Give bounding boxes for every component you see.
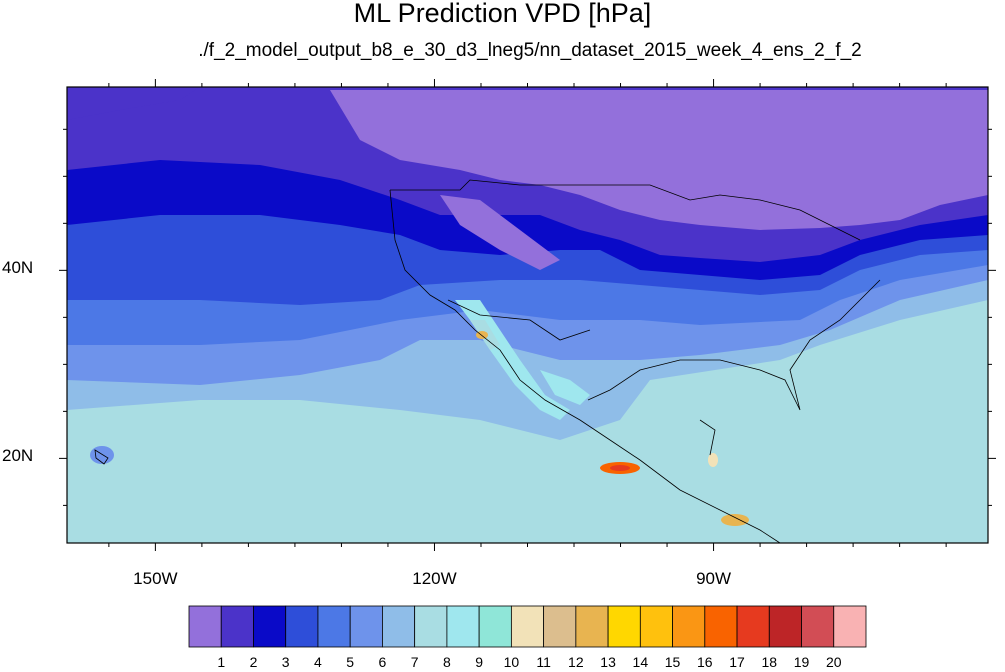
mexico-border — [447, 299, 591, 341]
vpd-field — [67, 87, 988, 543]
colorbar-label-4: 4 — [314, 654, 322, 670]
colorbar-swatch-6 — [382, 605, 416, 648]
colorbar-swatch-10 — [510, 605, 545, 648]
colorbar-swatch-14 — [639, 605, 673, 648]
lon-label-90w: 90W — [696, 569, 732, 588]
colorbar-label-15: 15 — [664, 654, 681, 670]
colorbar-swatch-20 — [833, 605, 867, 648]
vpd-patch-sierra — [540, 370, 590, 405]
lon-label-120w: 120W — [412, 569, 457, 588]
colorbar-swatch-15 — [672, 605, 706, 648]
colorbar-swatch-13 — [607, 605, 641, 648]
colorbar-swatch-7 — [414, 605, 448, 648]
lon-label-150w: 150W — [133, 569, 178, 588]
map-title: ML Prediction VPD [hPa] — [353, 0, 652, 28]
vpd-patch-rockies — [440, 195, 560, 270]
colorbar-swatch-18 — [768, 605, 802, 648]
colorbar-swatch-4 — [317, 605, 351, 648]
colorbar-label-18: 18 — [761, 654, 778, 670]
axis-ticks — [59, 79, 996, 551]
colorbar-label-11: 11 — [536, 654, 551, 670]
colorbar-label-3: 3 — [281, 654, 290, 670]
colorbar-swatch-16 — [704, 605, 738, 648]
colorbar-label-1: 1 — [217, 654, 226, 670]
colorbar-label-13: 13 — [600, 654, 616, 670]
colorbar-label-5: 5 — [346, 654, 355, 670]
vpd-patch-hawaii — [90, 446, 114, 464]
vpd-hotspot-guerrero-core — [610, 465, 630, 471]
colorbar-swatch-1 — [220, 605, 254, 648]
colorbar-swatch-5 — [349, 605, 383, 648]
colorbar-label-2: 2 — [249, 654, 258, 670]
vpd-hotspot-yucatan — [708, 453, 718, 467]
colorbar-label-6: 6 — [378, 654, 387, 670]
colorbar-label-9: 9 — [475, 654, 484, 670]
colorbar — [188, 605, 867, 648]
colorbar-label-16: 16 — [697, 654, 713, 670]
vpd-band-0 — [330, 90, 988, 230]
colorbar-label-19: 19 — [793, 654, 810, 670]
colorbar-label-10: 10 — [503, 654, 520, 670]
colorbar-swatch-9 — [478, 605, 512, 648]
colorbar-swatch-12 — [575, 605, 609, 648]
gulf-atlantic-coastline — [587, 279, 881, 411]
colorbar-label-14: 14 — [632, 654, 649, 670]
colorbar-label-7: 7 — [410, 654, 419, 670]
lat-label-40n: 40N — [2, 258, 34, 278]
colorbar-swatch-17 — [736, 605, 770, 648]
colorbar-swatch-0 — [188, 605, 222, 648]
canada-border — [390, 179, 861, 241]
hawaii-outline — [94, 449, 109, 465]
lat-label-20n: 20N — [2, 446, 34, 466]
vpd-patch-northwest — [67, 87, 200, 120]
coastlines — [94, 179, 881, 544]
colorbar-label-17: 17 — [729, 654, 745, 670]
vpd-hotspot-central-america — [721, 514, 749, 526]
colorbar-label-20: 20 — [825, 654, 842, 670]
colorbar-swatch-8 — [446, 605, 480, 648]
colorbar-swatch-19 — [801, 605, 835, 648]
pacific-coastline — [389, 189, 781, 544]
colorbar-swatch-2 — [253, 605, 287, 648]
map-subtitle: ./f_2_model_output_b8_e_30_d3_lneg5/nn_d… — [198, 40, 862, 61]
yucatan-coastline — [699, 419, 716, 456]
colorbar-swatch-11 — [543, 605, 577, 648]
colorbar-label-8: 8 — [442, 654, 451, 670]
colorbar-label-12: 12 — [568, 654, 584, 670]
colorbar-swatch-3 — [285, 605, 319, 648]
